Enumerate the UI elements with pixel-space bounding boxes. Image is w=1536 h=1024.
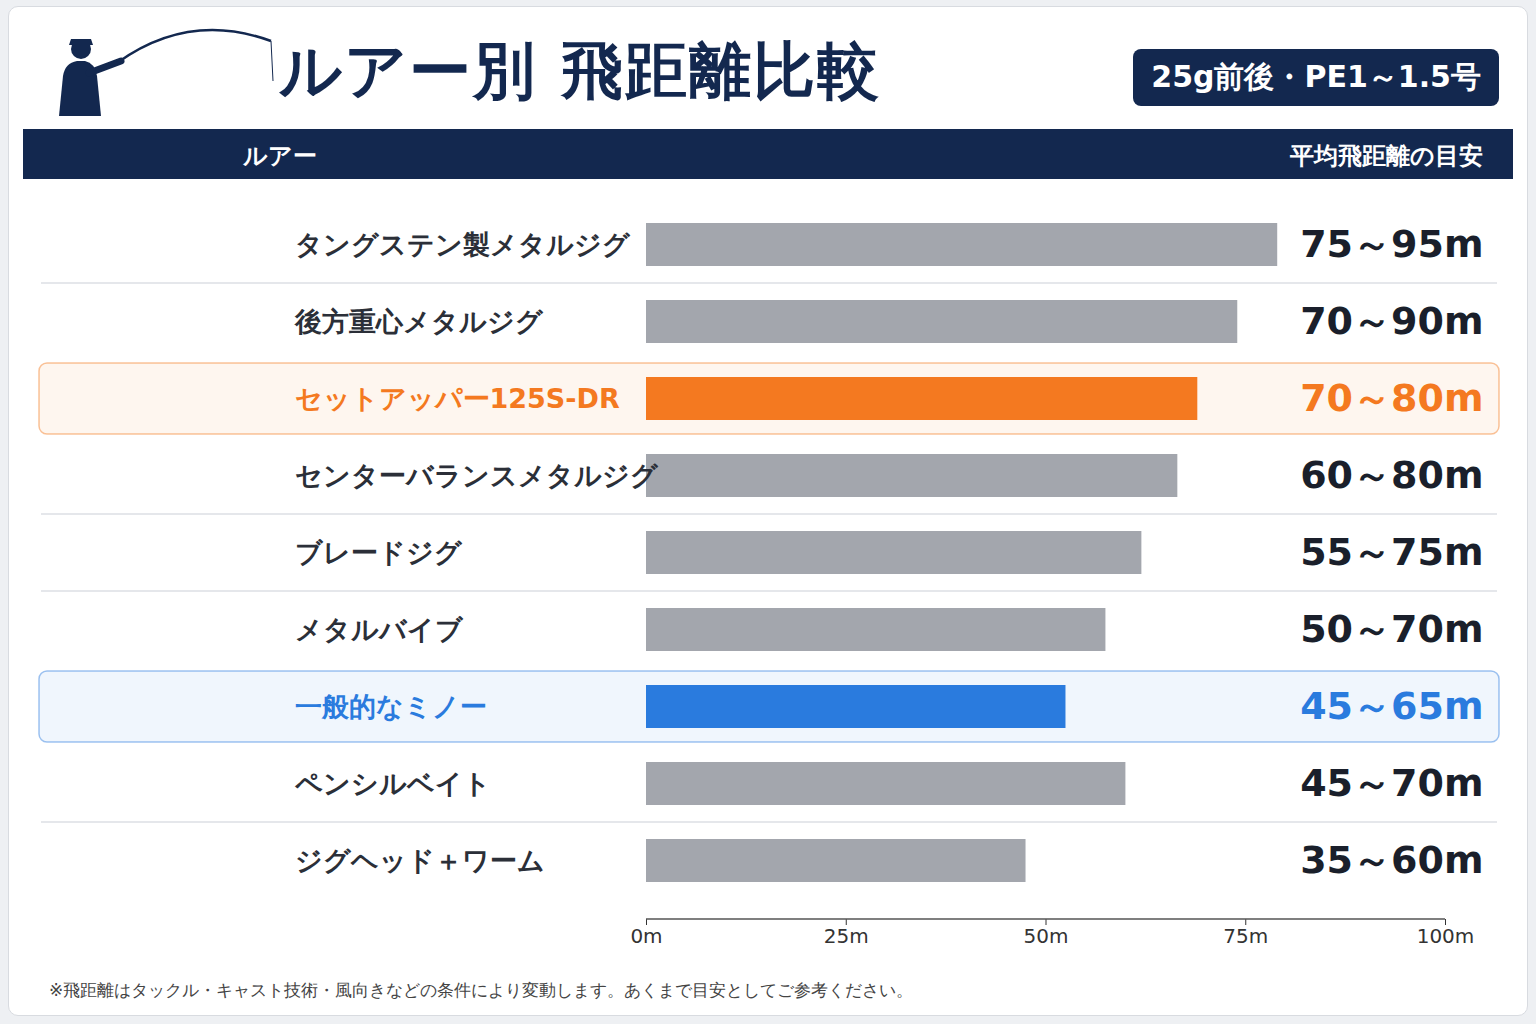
svg-text:75～95m: 75～95m xyxy=(1300,222,1483,266)
svg-text:70～90m: 70～90m xyxy=(1300,299,1483,343)
svg-text:75m: 75m xyxy=(1223,924,1268,948)
svg-text:ブレードジグ: ブレードジグ xyxy=(295,537,463,568)
svg-text:50～70m: 50～70m xyxy=(1300,607,1483,651)
svg-text:35～60m: 35～60m xyxy=(1300,838,1483,882)
html-text:ルアー別 飛距離比較: ルアー別 飛距離比較 xyxy=(279,34,881,107)
svg-text:45～65m: 45～65m xyxy=(1300,684,1483,728)
svg-text:一般的なミノー: 一般的なミノー xyxy=(295,691,487,722)
html-text:平均飛距離の目安: 平均飛距離の目安 xyxy=(1290,142,1483,170)
svg-text:55～75m: 55～75m xyxy=(1300,530,1483,574)
svg-text:メタルバイブ: メタルバイブ xyxy=(295,614,464,645)
svg-text:0m: 0m xyxy=(630,924,662,948)
svg-text:25m: 25m xyxy=(824,924,869,948)
svg-text:100m: 100m xyxy=(1417,924,1475,948)
html-text:※飛距離はタックル・キャスト技術・風向きなどの条件により変動: ※飛距離はタックル・キャスト技術・風向きなどの条件により変動します。あくまで目安… xyxy=(49,980,914,1000)
svg-text:センターバランスメタルジグ: センターバランスメタルジグ xyxy=(295,460,659,491)
html-text:25g前後・PE1～1.5号: 25g前後・PE1～1.5号 xyxy=(1151,59,1481,94)
svg-text:ペンシルベイト: ペンシルベイト xyxy=(294,768,491,799)
svg-text:セットアッパー125S-DR: セットアッパー125S-DR xyxy=(295,383,620,414)
svg-text:後方重心メタルジグ: 後方重心メタルジグ xyxy=(294,306,544,337)
svg-text:60～80m: 60～80m xyxy=(1300,453,1483,497)
svg-text:70～80m: 70～80m xyxy=(1300,376,1483,420)
svg-text:45～70m: 45～70m xyxy=(1300,761,1483,805)
svg-text:タングステン製メタルジグ: タングステン製メタルジグ xyxy=(295,229,631,260)
html-text:ルアー: ルアー xyxy=(243,142,317,170)
svg-text:ジグヘッド＋ワーム: ジグヘッド＋ワーム xyxy=(295,845,545,876)
svg-text:50m: 50m xyxy=(1024,924,1069,948)
